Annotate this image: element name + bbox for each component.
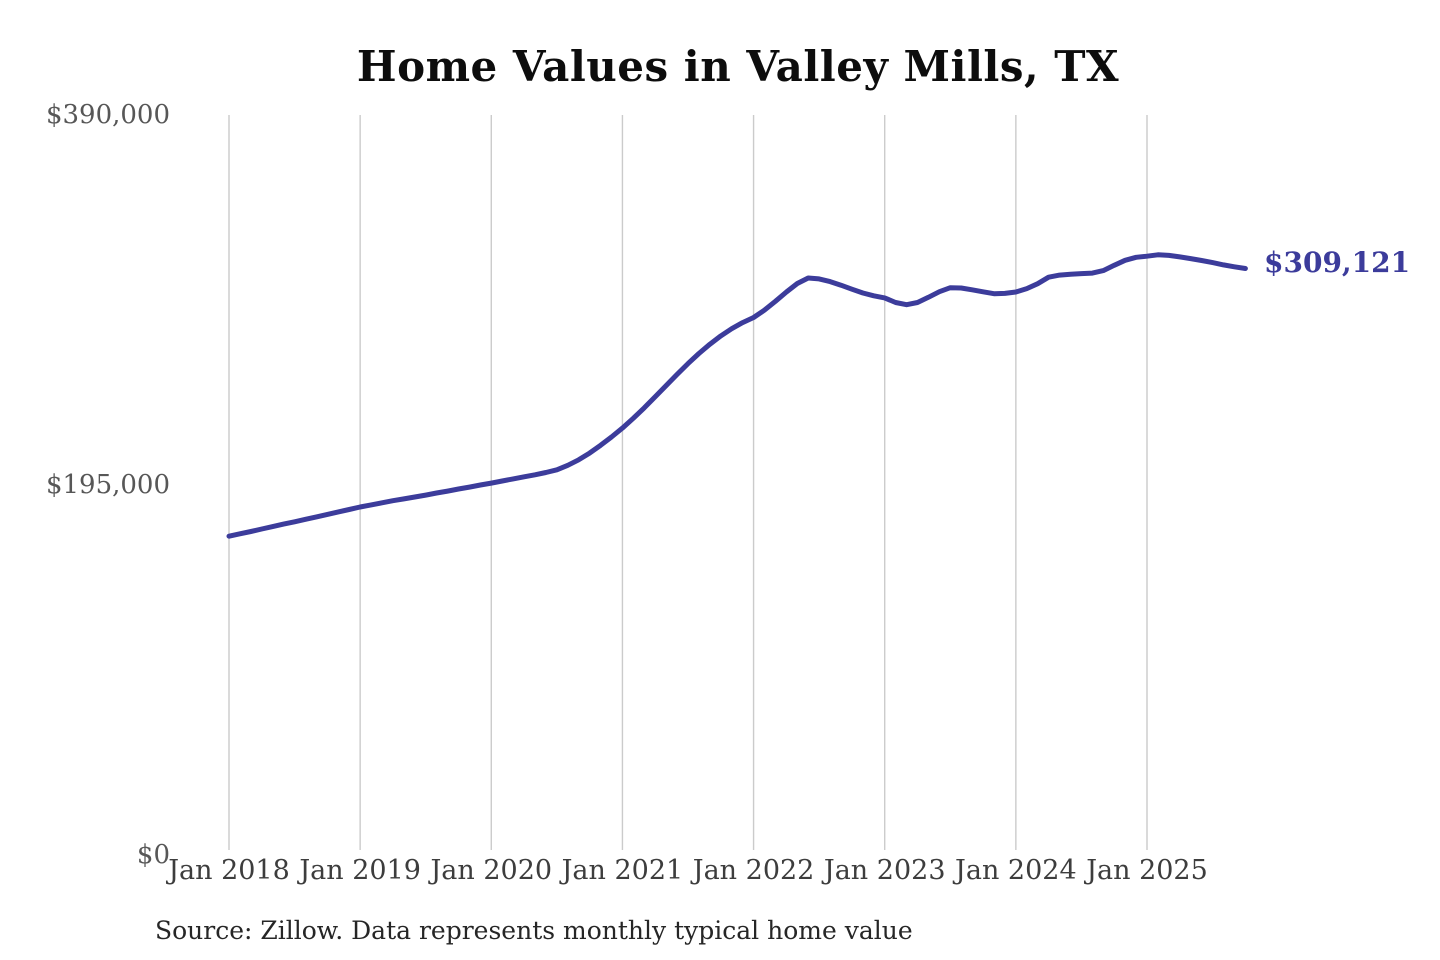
- y-tick-390000: $390,000: [45, 100, 170, 130]
- home-value-line: [226, 252, 1248, 539]
- x-tick-jan-2021: Jan 2021: [561, 855, 684, 886]
- x-tick-jan-2020: Jan 2020: [430, 855, 553, 886]
- x-tick-jan-2019: Jan 2019: [299, 855, 421, 886]
- gridlines-group: [228, 115, 1148, 850]
- x-tick-jan-2023: Jan 2023: [823, 855, 946, 886]
- x-tick-jan-2022: Jan 2022: [692, 855, 815, 886]
- chart-title: Home Values in Valley Mills, TX: [356, 42, 1120, 91]
- y-tick-195000: $195,000: [45, 470, 170, 500]
- x-tick-jan-2018: Jan 2018: [168, 855, 290, 886]
- source-note: Source: Zillow. Data represents monthly …: [155, 916, 913, 945]
- x-tick-jan-2024: Jan 2024: [955, 855, 1077, 886]
- latest-value-label: $309,121: [1264, 246, 1411, 279]
- x-tick-jan-2025: Jan 2025: [1086, 855, 1208, 886]
- y-tick-0: $0: [136, 840, 170, 870]
